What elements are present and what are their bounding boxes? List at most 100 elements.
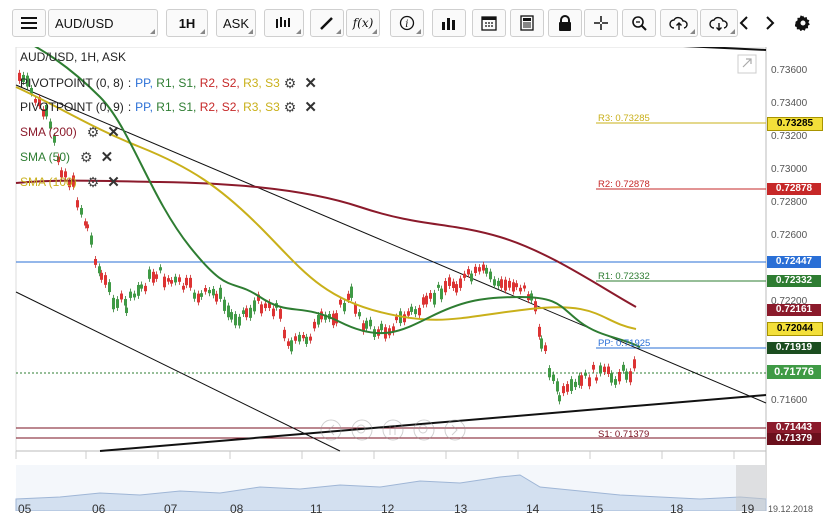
candle-body	[407, 311, 410, 316]
candle-body	[212, 288, 215, 296]
legend-sma100[interactable]: SMA (100) ⚙ ✕	[20, 173, 120, 192]
legend-pivot1[interactable]: PIVOTPOINT (0, 8) : PP, R1, S1, R2, S2, …	[20, 74, 317, 93]
r3-price-box: 0.73285	[767, 117, 823, 131]
candle-body	[544, 345, 547, 352]
candle-body	[204, 288, 207, 292]
price-type-selector[interactable]: ASK	[216, 9, 256, 37]
pivot2-settings-icon[interactable]: ⚙	[283, 98, 297, 115]
pivot2-pp: PP,	[135, 100, 153, 114]
calendar-button[interactable]	[472, 9, 506, 37]
pivot1-r1: R1,	[156, 76, 175, 90]
legend-sma200[interactable]: SMA (200) ⚙ ✕	[20, 123, 120, 142]
navigator-window[interactable]	[736, 465, 766, 511]
lower-channel-trendline[interactable]	[15, 291, 341, 452]
menu-button[interactable]	[12, 9, 46, 37]
upload-button[interactable]	[660, 9, 698, 37]
candle-body	[185, 277, 188, 286]
scroll-right-button[interactable]	[758, 9, 782, 37]
x-tick: 07	[164, 502, 178, 516]
navigation-controls[interactable]	[320, 419, 466, 441]
sma50-label: SMA (50)	[20, 150, 71, 164]
sma50-close-icon[interactable]: ✕	[100, 149, 114, 166]
sma200-line[interactable]	[15, 179, 637, 308]
candle-body	[474, 266, 477, 274]
y-tick: 0.72200	[771, 296, 808, 307]
candle-body	[548, 368, 551, 378]
s1-label: S1: 0.71379	[598, 429, 650, 440]
pivot1-close-icon[interactable]: ✕	[304, 75, 317, 92]
crosshair-button[interactable]	[584, 9, 618, 37]
support-trendline[interactable]	[99, 394, 767, 452]
menu-icon	[21, 17, 37, 29]
candle-body	[133, 293, 136, 298]
r2-price-box: 0.72878	[767, 183, 821, 195]
pivot1-settings-icon[interactable]: ⚙	[283, 74, 297, 91]
candle-body	[264, 303, 267, 309]
candle-body	[268, 302, 271, 308]
symbol-selector[interactable]: AUD/USD	[48, 9, 158, 37]
top-trendline[interactable]	[600, 47, 767, 51]
candle-body	[193, 292, 196, 299]
candle-body	[578, 375, 581, 386]
scroll-left-button[interactable]	[732, 9, 756, 37]
pivot1-sep: :	[127, 76, 132, 90]
timeframe-selector[interactable]: 1H	[166, 9, 208, 37]
sma100-settings-icon[interactable]: ⚙	[86, 173, 100, 190]
candle-body	[595, 377, 598, 381]
lock-button[interactable]	[548, 9, 582, 37]
function-button[interactable]: f(x)	[346, 9, 380, 37]
bar-type-icon	[276, 17, 290, 28]
candle-body	[313, 321, 316, 329]
chart-area[interactable]: AUD/USD, 1H, ASK PIVOTPOINT (0, 8) : PP,…	[0, 47, 833, 516]
candle-body	[380, 323, 383, 331]
download-button[interactable]	[700, 9, 738, 37]
x-tick: 12	[381, 502, 395, 516]
upper-channel-trendline[interactable]	[15, 84, 767, 404]
candle-body	[317, 315, 320, 325]
candle-body	[159, 267, 162, 271]
pivot2-s3: S3	[265, 100, 280, 114]
sma200-label: SMA (200)	[20, 125, 77, 139]
candle-body	[104, 275, 107, 285]
pivot2-sep: :	[127, 100, 132, 114]
sma100-close-icon[interactable]: ✕	[107, 174, 120, 191]
info-button[interactable]: i	[390, 9, 424, 37]
candle-body	[324, 314, 327, 320]
sma200-close-icon[interactable]: ✕	[107, 124, 120, 141]
candle-body	[482, 264, 485, 271]
x-tick: 19	[741, 502, 755, 516]
candle-body	[592, 364, 595, 370]
settings-button[interactable]	[790, 9, 816, 37]
bar-chart-button[interactable]	[432, 9, 466, 37]
bar-type-button[interactable]	[264, 9, 304, 37]
candle-body	[302, 335, 305, 339]
y-tick: 0.73600	[771, 65, 808, 76]
sma50-settings-icon[interactable]: ⚙	[80, 148, 93, 165]
download-icon	[709, 16, 728, 31]
candle-body	[18, 72, 21, 81]
candle-body	[294, 336, 297, 341]
candle-body	[245, 308, 248, 318]
legend-sma50[interactable]: SMA (50) ⚙ ✕	[20, 148, 114, 167]
pivot2-close-icon[interactable]: ✕	[304, 99, 317, 116]
candle-body	[433, 292, 436, 305]
zoom-button[interactable]	[622, 9, 656, 37]
candle-body	[485, 267, 488, 274]
candle-body	[215, 293, 218, 302]
x-tick: 15	[590, 502, 604, 516]
draw-line-button[interactable]	[310, 9, 344, 37]
x-tick: 11	[310, 502, 323, 516]
legend-title-text: AUD/USD, 1H, ASK	[20, 50, 127, 64]
symbol-label: AUD/USD	[55, 15, 114, 31]
legend-pivot2[interactable]: PIVOTPOINT (0, 9) : PP, R1, S1, R2, S2, …	[20, 98, 317, 117]
candle-body	[610, 373, 613, 383]
sma50-line[interactable]	[16, 47, 641, 348]
candle-body	[223, 299, 226, 311]
expand-icon[interactable]	[737, 54, 757, 74]
news-button[interactable]	[510, 9, 544, 37]
candle-body	[290, 340, 293, 352]
candle-body	[219, 287, 222, 299]
candle-body	[189, 277, 192, 288]
sma200-settings-icon[interactable]: ⚙	[86, 123, 100, 140]
candle-body	[152, 271, 155, 283]
